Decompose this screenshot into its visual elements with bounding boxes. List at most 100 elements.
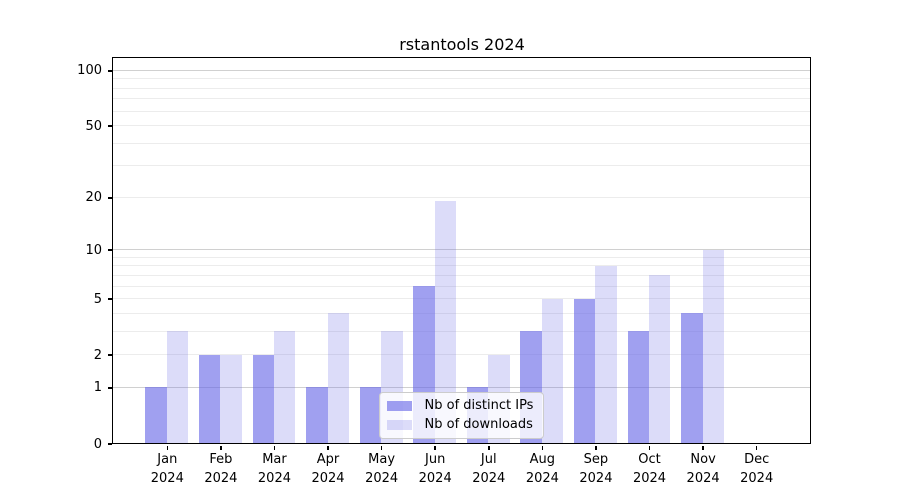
- y-tick: [108, 387, 112, 389]
- x-tick-year: 2024: [632, 471, 667, 486]
- x-tick-label-sep: Sep 2024: [564, 450, 628, 488]
- x-tick-label-jul: Jul 2024: [457, 450, 521, 488]
- x-tick-label-apr: Apr 2024: [296, 450, 360, 488]
- chart-title: rstantools 2024: [399, 35, 525, 54]
- minor-gridline: [113, 265, 810, 267]
- y-tick: [108, 249, 112, 251]
- x-tick-label-feb: Feb 2024: [189, 450, 253, 488]
- x-tick-month: Mar: [262, 452, 287, 467]
- x-tick-year: 2024: [686, 471, 720, 486]
- x-tick-label-oct: Oct 2024: [618, 450, 682, 488]
- minor-gridline: [113, 142, 810, 144]
- x-tick-month: Jan: [157, 452, 178, 467]
- minor-gridline: [113, 298, 810, 300]
- bar-downloads-mar: [273, 331, 296, 444]
- minor-gridline: [113, 256, 810, 258]
- x-tick: [434, 445, 436, 450]
- minor-gridline: [113, 165, 810, 167]
- x-tick-month: Dec: [744, 452, 770, 467]
- minor-gridline: [113, 312, 810, 314]
- x-tick-label-jan: Jan 2024: [135, 450, 199, 488]
- x-tick-year: 2024: [311, 471, 345, 486]
- legend-label-distinct-ips: Nb of distinct IPs: [424, 398, 534, 414]
- bar-distinct-ips-oct: [627, 331, 649, 444]
- x-tick-month: Aug: [529, 452, 556, 467]
- minor-gridline: [113, 196, 810, 198]
- x-tick-label-nov: Nov 2024: [671, 450, 735, 488]
- bar-distinct-ips-may: [359, 387, 382, 444]
- x-tick-year: 2024: [579, 471, 613, 486]
- y-tick-label: 50: [85, 118, 102, 134]
- x-tick: [327, 445, 329, 450]
- x-tick-year: 2024: [472, 471, 506, 486]
- minor-gridline: [113, 330, 810, 332]
- legend-swatch-distinct-ips: [386, 400, 412, 412]
- legend-swatch-downloads: [386, 419, 412, 431]
- x-tick-month: Jun: [425, 452, 446, 467]
- x-tick-label-mar: Mar 2024: [242, 450, 306, 488]
- bar-distinct-ips-mar: [252, 354, 274, 444]
- minor-gridline: [113, 285, 810, 287]
- bar-downloads-aug: [541, 298, 564, 444]
- bar-distinct-ips-apr: [306, 387, 328, 444]
- x-tick: [488, 445, 490, 450]
- x-tick: [380, 445, 383, 450]
- y-tick: [108, 443, 112, 445]
- x-tick-month: Nov: [690, 452, 716, 467]
- x-tick-year: 2024: [150, 471, 184, 486]
- x-tick: [755, 445, 758, 450]
- minor-gridline: [113, 354, 810, 356]
- x-tick: [541, 445, 544, 450]
- y-tick: [108, 197, 112, 199]
- y-tick: [108, 70, 112, 72]
- y-tick: [108, 354, 112, 356]
- minor-gridline: [113, 98, 810, 100]
- x-tick-month: Jul: [480, 452, 497, 467]
- bar-distinct-ips-feb: [198, 354, 221, 444]
- y-tick-label: 100: [77, 63, 102, 79]
- y-tick-label: 2: [93, 347, 102, 363]
- x-tick-month: Sep: [583, 452, 609, 467]
- minor-gridline: [113, 125, 810, 127]
- minor-gridline: [113, 274, 810, 276]
- x-tick-year: 2024: [525, 471, 559, 486]
- major-gridline: [113, 69, 810, 71]
- x-tick-month: Oct: [638, 452, 661, 467]
- major-gridline: [113, 386, 810, 388]
- x-tick-month: May: [368, 452, 396, 467]
- minor-gridline: [113, 110, 810, 112]
- minor-gridline: [113, 87, 810, 89]
- y-tick-label: 1: [93, 380, 102, 396]
- minor-gridline: [113, 78, 810, 80]
- x-tick: [166, 445, 169, 450]
- x-tick: [273, 445, 276, 450]
- x-tick: [595, 445, 597, 450]
- bar-downloads-oct: [649, 275, 671, 444]
- x-tick-label-dec: Dec 2024: [725, 450, 789, 488]
- bar-downloads-sep: [595, 265, 617, 444]
- bar-downloads-nov: [702, 249, 724, 444]
- x-tick-year: 2024: [365, 471, 399, 486]
- y-tick: [108, 125, 112, 127]
- major-gridline: [113, 249, 810, 251]
- x-tick-label-jun: Jun 2024: [403, 450, 467, 488]
- y-tick-label: 10: [85, 242, 102, 258]
- plot-area: Nb of distinct IPs Nb of downloads: [112, 57, 811, 445]
- x-tick-year: 2024: [418, 471, 452, 486]
- x-tick: [702, 445, 704, 450]
- y-tick-label: 0: [93, 436, 102, 452]
- bar-downloads-jan: [166, 331, 189, 444]
- y-tick: [108, 298, 112, 300]
- y-tick-label: 20: [85, 190, 102, 206]
- bar-downloads-feb: [220, 354, 242, 444]
- bar-distinct-ips-nov: [681, 313, 703, 444]
- bar-downloads-apr: [327, 313, 349, 444]
- x-tick-month: Apr: [316, 452, 340, 467]
- legend-item-distinct-ips: Nb of distinct IPs: [386, 396, 534, 415]
- x-tick-year: 2024: [204, 471, 238, 486]
- bar-downloads-jun: [434, 201, 457, 444]
- bar-distinct-ips-jan: [145, 387, 167, 444]
- y-tick-label: 5: [93, 291, 102, 307]
- x-tick: [220, 445, 222, 450]
